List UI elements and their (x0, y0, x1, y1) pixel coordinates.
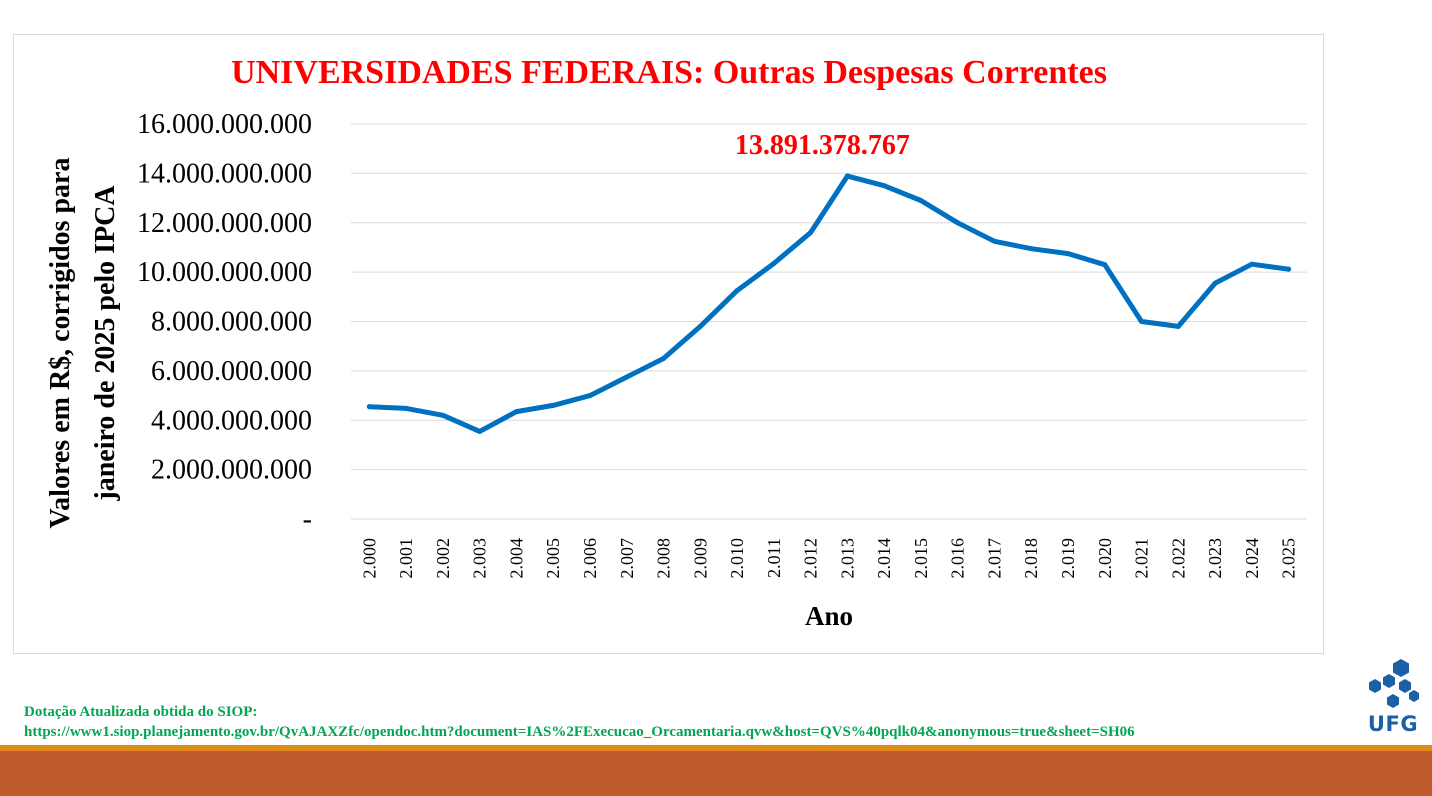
x-tick-label: 2.011 (764, 538, 784, 578)
data-point (1028, 246, 1034, 252)
data-point (550, 402, 556, 408)
peak-annotation: 13.891.378.767 (735, 130, 910, 161)
data-point (844, 173, 850, 179)
data-point (513, 409, 519, 415)
y-tick-labels: - 2.000.000.000 4.000.000.000 6.000.000.000… (137, 109, 312, 535)
x-tick-label: 2.012 (801, 538, 821, 579)
logo-text: UFG (1367, 712, 1419, 736)
data-point (366, 404, 372, 410)
hexagon-cluster-icon (1369, 659, 1419, 708)
x-tick-label: 2.002 (433, 538, 453, 579)
data-point (1175, 323, 1181, 329)
y-axis-label: Valores em R$, corrigidos para janeiro d… (45, 158, 121, 529)
footer-accent-line (0, 745, 1432, 751)
chart-frame: UNIVERSIDADES FEDERAIS: Outras Despesas … (13, 34, 1324, 654)
x-tick-label: 2.022 (1168, 538, 1188, 579)
y-tick-label: 12.000.000.000 (137, 208, 312, 239)
x-tick-labels: 2.000 2.001 2.002 2.003 2.004 2.005 2.006 2.007… (359, 538, 1298, 579)
chart-title: UNIVERSIDADES FEDERAIS: Outras Despesas … (231, 54, 1107, 91)
data-point (1139, 319, 1145, 324)
data-point (697, 323, 703, 329)
y-tick-label: - (303, 504, 312, 535)
data-point (771, 260, 777, 266)
x-tick-label: 2.004 (506, 538, 526, 579)
x-tick-label: 2.001 (396, 538, 416, 579)
x-tick-label: 2.007 (617, 538, 637, 579)
x-tick-label: 2.010 (727, 538, 747, 579)
x-tick-label: 2.014 (874, 538, 894, 579)
data-point (1212, 280, 1218, 286)
data-point (587, 393, 593, 399)
y-tick-label: 10.000.000.000 (137, 257, 312, 288)
x-tick-label: 2.023 (1205, 538, 1225, 579)
x-tick-label: 2.015 (911, 538, 931, 579)
x-tick-label: 2.019 (1058, 538, 1078, 579)
source-url: https://www1.siop.planejamento.gov.br/Qv… (24, 724, 1135, 740)
ufg-logo: UFG (1362, 656, 1424, 738)
x-tick-label: 2.020 (1095, 538, 1115, 579)
y-axis-label-line2: janeiro de 2025 pelo IPCA (90, 185, 121, 502)
series-line (366, 173, 1292, 434)
source-title: Dotação Atualizada obtida do SIOP: (24, 704, 258, 720)
x-tick-label: 2.013 (837, 538, 857, 579)
x-tick-label: 2.006 (580, 538, 600, 579)
data-point (808, 230, 814, 236)
x-tick-label: 2.016 (948, 538, 968, 579)
y-tick-label: 8.000.000.000 (151, 307, 312, 338)
data-point (477, 428, 483, 434)
x-tick-label: 2.024 (1242, 538, 1262, 579)
x-tick-label: 2.025 (1279, 538, 1299, 579)
footer-bar (0, 751, 1432, 796)
x-tick-label: 2.018 (1021, 538, 1041, 579)
gridlines (351, 123, 1307, 520)
data-point (661, 356, 667, 362)
data-point (624, 374, 630, 380)
data-point (918, 198, 924, 204)
y-axis-label-line1: Valores em R$, corrigidos para (45, 158, 76, 529)
data-point (1286, 266, 1292, 272)
x-tick-label: 2.017 (984, 538, 1004, 579)
data-point (955, 220, 961, 226)
data-point (1102, 262, 1108, 268)
x-tick-label: 2.008 (654, 538, 674, 579)
annotations: 13.891.378.767 (735, 130, 910, 161)
data-point (1065, 251, 1071, 257)
line-chart: UNIVERSIDADES FEDERAIS: Outras Despesas … (45, 54, 1307, 631)
data-point (440, 412, 446, 418)
data-point (403, 405, 409, 411)
y-tick-label: 16.000.000.000 (137, 109, 312, 140)
series-points (366, 173, 1292, 434)
x-tick-label: 2.003 (470, 538, 490, 579)
y-tick-label: 4.000.000.000 (151, 405, 312, 436)
x-tick-label: 2.000 (359, 538, 379, 579)
y-tick-label: 6.000.000.000 (151, 356, 312, 387)
data-point (991, 238, 997, 244)
data-point (734, 288, 740, 294)
x-tick-label: 2.005 (543, 538, 563, 579)
data-point (1249, 261, 1255, 267)
y-tick-label: 14.000.000.000 (137, 158, 312, 189)
source-note: Dotação Atualizada obtida do SIOP: https… (24, 702, 1324, 742)
x-axis-label: Ano (805, 601, 853, 631)
x-tick-label: 2.009 (690, 538, 710, 579)
y-tick-label: 2.000.000.000 (151, 455, 312, 486)
data-point (881, 183, 887, 189)
x-tick-label: 2.021 (1132, 538, 1152, 579)
